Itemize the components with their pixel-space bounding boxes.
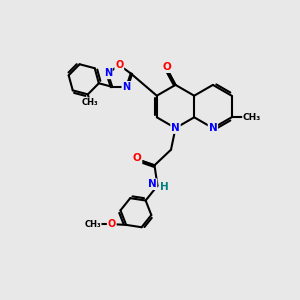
- Text: O: O: [108, 219, 116, 229]
- Text: O: O: [115, 60, 123, 70]
- Text: N: N: [148, 179, 157, 189]
- Text: N: N: [171, 123, 180, 133]
- Text: N: N: [104, 68, 112, 78]
- Text: H: H: [160, 182, 169, 192]
- Text: N: N: [122, 82, 130, 92]
- Text: CH₃: CH₃: [84, 220, 101, 229]
- Text: CH₃: CH₃: [243, 113, 261, 122]
- Text: O: O: [163, 62, 172, 72]
- Text: N: N: [208, 123, 217, 133]
- Text: O: O: [133, 153, 142, 164]
- Text: CH₃: CH₃: [82, 98, 98, 107]
